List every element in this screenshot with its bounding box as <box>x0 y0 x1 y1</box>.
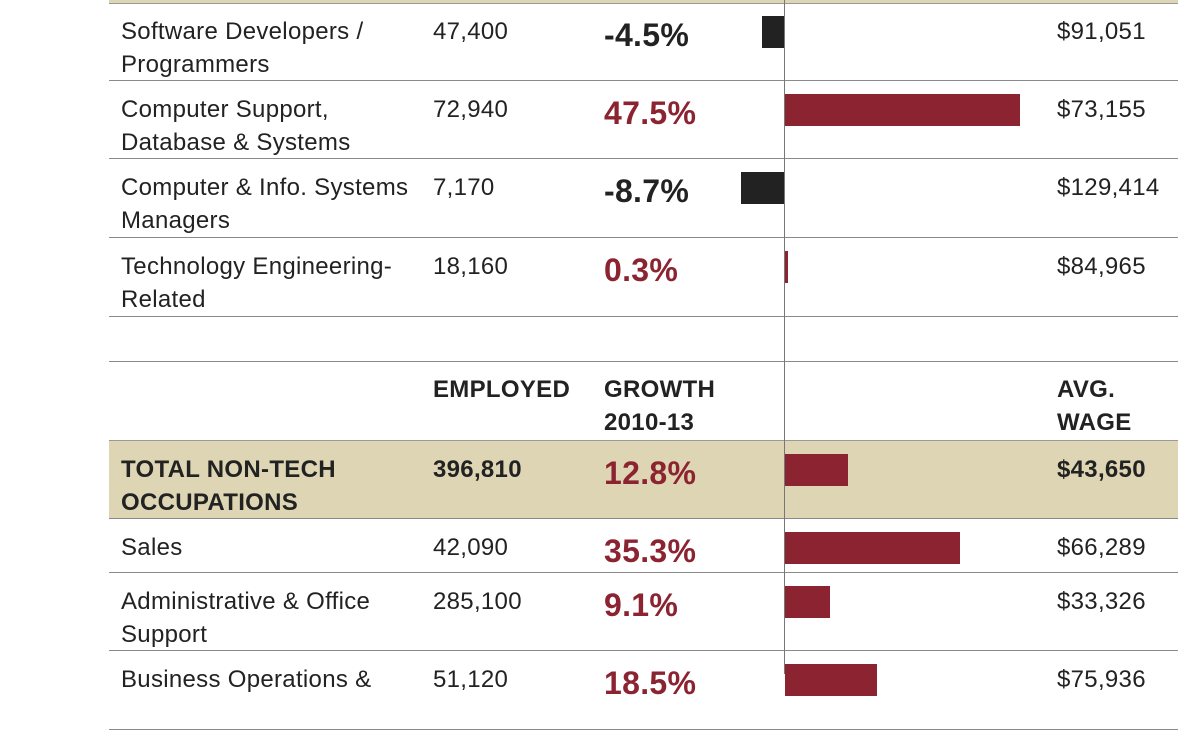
growth-value: 47.5% <box>604 95 697 131</box>
previous-total-band <box>109 0 1178 4</box>
employed-value: 7,170 <box>433 174 495 201</box>
header-wage: AVG. WAGE <box>1057 376 1132 436</box>
occupation-name: TOTAL NON-TECH OCCUPATIONS <box>121 456 336 516</box>
avg-wage-value: $66,289 <box>1057 534 1146 561</box>
employed-value: 72,940 <box>433 96 509 123</box>
table-row: Computer Support, Database & Systems 72,9… <box>109 81 1178 159</box>
employed-value: 42,090 <box>433 534 509 561</box>
total-row: TOTAL NON-TECH OCCUPATIONS 396,810 12.8% $4… <box>109 440 1178 519</box>
occupation-name: Computer Support, Database & Systems <box>121 96 351 156</box>
growth-bar <box>785 532 960 564</box>
avg-wage-value: $91,051 <box>1057 18 1146 45</box>
growth-value: 12.8% <box>604 455 697 491</box>
growth-bar <box>785 454 849 486</box>
avg-wage-value: $33,326 <box>1057 588 1146 615</box>
header-employed: EMPLOYED <box>433 376 571 403</box>
growth-bar <box>785 586 831 618</box>
occupation-name: Business Operations & <box>121 666 372 693</box>
occupation-name: Software Developers / Programmers <box>121 18 364 78</box>
avg-wage-value: $84,965 <box>1057 253 1146 280</box>
growth-bar <box>785 94 1021 126</box>
header-growth: GROWTH 2010-13 <box>604 376 716 436</box>
avg-wage-value: $129,414 <box>1057 174 1160 201</box>
table-row: Technology Engineering-Related 18,160 0.3%… <box>109 238 1178 317</box>
growth-value: -4.5% <box>604 17 690 53</box>
occupation-name: Administrative & Office Support <box>121 588 371 648</box>
avg-wage-value: $73,155 <box>1057 96 1146 123</box>
growth-value: 35.3% <box>604 533 697 569</box>
growth-value: -8.7% <box>604 173 690 209</box>
table-row: Software Developers / Programmers 47,400 -… <box>109 3 1178 81</box>
occupation-name: Technology Engineering-Related <box>121 253 393 313</box>
avg-wage-value: $75,936 <box>1057 666 1146 693</box>
employed-value: 396,810 <box>433 456 522 483</box>
occupation-growth-table: EMPLOYED GROWTH 2010-13 AVG. WAGE Softwa… <box>109 0 1178 730</box>
zero-axis-line <box>784 0 785 674</box>
header-row: EMPLOYED GROWTH 2010-13 AVG. WAGE <box>109 361 1178 441</box>
section-divider <box>109 361 1178 362</box>
growth-value: 18.5% <box>604 665 697 701</box>
table-row: Administrative & Office Support 285,100 9.… <box>109 573 1178 651</box>
growth-bar <box>785 664 877 696</box>
employed-value: 18,160 <box>433 253 509 280</box>
table-row: Sales 42,090 35.3% $66,289 <box>109 519 1178 573</box>
employed-value: 51,120 <box>433 666 509 693</box>
table-row: Business Operations & 51,120 18.5% $75,936 <box>109 651 1178 730</box>
occupation-name: Computer & Info. Systems Managers <box>121 174 409 234</box>
growth-bar <box>785 251 788 283</box>
employed-value: 285,100 <box>433 588 522 615</box>
growth-bar <box>761 16 784 48</box>
occupation-name: Sales <box>121 534 183 561</box>
avg-wage-value: $43,650 <box>1057 456 1146 483</box>
table-row: Computer & Info. Systems Managers 7,170 -8… <box>109 159 1178 238</box>
growth-value: 0.3% <box>604 252 679 288</box>
employed-value: 47,400 <box>433 18 509 45</box>
growth-bar <box>740 172 784 204</box>
growth-value: 9.1% <box>604 587 679 623</box>
